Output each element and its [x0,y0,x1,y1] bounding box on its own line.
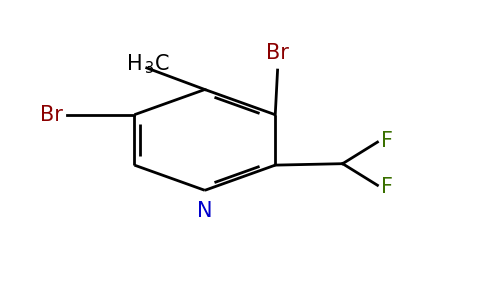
Text: N: N [197,201,212,221]
Text: Br: Br [41,105,63,125]
Text: F: F [381,130,393,151]
Text: F: F [381,177,393,197]
Text: H: H [127,55,143,74]
Text: Br: Br [266,43,289,63]
Text: $_3$C: $_3$C [144,53,169,76]
